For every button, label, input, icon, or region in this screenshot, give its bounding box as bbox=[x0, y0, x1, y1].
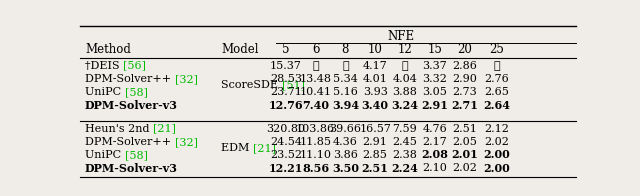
Text: [32]: [32] bbox=[175, 74, 198, 84]
Text: 103.86: 103.86 bbox=[296, 123, 335, 133]
Text: 15: 15 bbox=[428, 44, 442, 56]
Text: 13.48: 13.48 bbox=[300, 74, 332, 84]
Text: 6: 6 bbox=[312, 44, 319, 56]
Text: 2.51: 2.51 bbox=[452, 123, 477, 133]
Text: 2.91: 2.91 bbox=[421, 100, 448, 111]
Text: [58]: [58] bbox=[125, 150, 148, 160]
Text: 3.88: 3.88 bbox=[392, 87, 417, 97]
Text: DPM-Solver++: DPM-Solver++ bbox=[85, 74, 175, 84]
Text: 2.90: 2.90 bbox=[452, 74, 477, 84]
Text: 2.12: 2.12 bbox=[484, 123, 509, 133]
Text: 8: 8 bbox=[342, 44, 349, 56]
Text: Model: Model bbox=[221, 44, 259, 56]
Text: 4.01: 4.01 bbox=[363, 74, 388, 84]
Text: 23.71: 23.71 bbox=[270, 87, 302, 97]
Text: 7.40: 7.40 bbox=[302, 100, 329, 111]
Text: 4.36: 4.36 bbox=[333, 137, 358, 147]
Text: 2.71: 2.71 bbox=[451, 100, 478, 111]
Text: 5: 5 bbox=[282, 44, 289, 56]
Text: 28.53: 28.53 bbox=[270, 74, 302, 84]
Text: 2.24: 2.24 bbox=[392, 163, 419, 174]
Text: 3.32: 3.32 bbox=[422, 74, 447, 84]
Text: 2.02: 2.02 bbox=[484, 137, 509, 147]
Text: 3.40: 3.40 bbox=[362, 100, 388, 111]
Text: 12.76: 12.76 bbox=[269, 100, 303, 111]
Text: 3.94: 3.94 bbox=[332, 100, 359, 111]
Text: ∖: ∖ bbox=[401, 61, 408, 71]
Text: 39.66: 39.66 bbox=[330, 123, 362, 133]
Text: 2.64: 2.64 bbox=[483, 100, 510, 111]
Text: 4.04: 4.04 bbox=[392, 74, 417, 84]
Text: 2.51: 2.51 bbox=[362, 163, 388, 174]
Text: 24.54: 24.54 bbox=[270, 137, 302, 147]
Text: 3.86: 3.86 bbox=[333, 150, 358, 160]
Text: Heun's 2nd: Heun's 2nd bbox=[85, 123, 153, 133]
Text: 23.52: 23.52 bbox=[270, 150, 302, 160]
Text: [32]: [32] bbox=[175, 137, 198, 147]
Text: Method: Method bbox=[85, 44, 131, 56]
Text: 10: 10 bbox=[368, 44, 383, 56]
Text: 7.59: 7.59 bbox=[392, 123, 417, 133]
Text: 2.01: 2.01 bbox=[451, 149, 478, 161]
Text: UniPC: UniPC bbox=[85, 87, 125, 97]
Text: 5.34: 5.34 bbox=[333, 74, 358, 84]
Text: UniPC: UniPC bbox=[85, 150, 125, 160]
Text: 10.41: 10.41 bbox=[300, 87, 332, 97]
Text: [21]: [21] bbox=[153, 123, 176, 133]
Text: ∖: ∖ bbox=[312, 61, 319, 71]
Text: 12.21: 12.21 bbox=[269, 163, 303, 174]
Text: 2.65: 2.65 bbox=[484, 87, 509, 97]
Text: EDM: EDM bbox=[221, 143, 253, 153]
Text: 2.08: 2.08 bbox=[421, 149, 448, 161]
Text: 2.05: 2.05 bbox=[452, 137, 477, 147]
Text: 16.57: 16.57 bbox=[359, 123, 391, 133]
Text: DPM-Solver-v3: DPM-Solver-v3 bbox=[85, 100, 178, 111]
Text: 2.73: 2.73 bbox=[452, 87, 477, 97]
Text: 320.80: 320.80 bbox=[266, 123, 305, 133]
Text: 2.85: 2.85 bbox=[363, 150, 388, 160]
Text: ∖: ∖ bbox=[342, 61, 349, 71]
Text: 2.17: 2.17 bbox=[422, 137, 447, 147]
Text: 4.17: 4.17 bbox=[363, 61, 387, 71]
Text: DPM-Solver-v3: DPM-Solver-v3 bbox=[85, 163, 178, 174]
Text: DPM-Solver++: DPM-Solver++ bbox=[85, 137, 175, 147]
Text: 3.24: 3.24 bbox=[392, 100, 419, 111]
Text: ∖: ∖ bbox=[493, 61, 500, 71]
Text: 11.10: 11.10 bbox=[300, 150, 332, 160]
Text: 2.38: 2.38 bbox=[392, 150, 417, 160]
Text: 2.91: 2.91 bbox=[363, 137, 388, 147]
Text: 2.86: 2.86 bbox=[452, 61, 477, 71]
Text: 3.50: 3.50 bbox=[332, 163, 359, 174]
Text: [21]: [21] bbox=[253, 143, 276, 153]
Text: 3.93: 3.93 bbox=[363, 87, 388, 97]
Text: 2.10: 2.10 bbox=[422, 163, 447, 173]
Text: 3.37: 3.37 bbox=[422, 61, 447, 71]
Text: NFE: NFE bbox=[388, 30, 415, 43]
Text: 8.56: 8.56 bbox=[302, 163, 329, 174]
Text: 2.00: 2.00 bbox=[483, 149, 510, 161]
Text: 20: 20 bbox=[457, 44, 472, 56]
Text: [58]: [58] bbox=[125, 87, 148, 97]
Text: 2.45: 2.45 bbox=[392, 137, 417, 147]
Text: ScoreSDE: ScoreSDE bbox=[221, 81, 282, 91]
Text: 2.00: 2.00 bbox=[483, 163, 510, 174]
Text: 4.76: 4.76 bbox=[422, 123, 447, 133]
Text: 2.02: 2.02 bbox=[452, 163, 477, 173]
Text: [51]: [51] bbox=[282, 81, 305, 91]
Text: 5.16: 5.16 bbox=[333, 87, 358, 97]
Text: 3.05: 3.05 bbox=[422, 87, 447, 97]
Text: [56]: [56] bbox=[123, 61, 146, 71]
Text: 15.37: 15.37 bbox=[270, 61, 302, 71]
Text: 25: 25 bbox=[489, 44, 504, 56]
Text: 12: 12 bbox=[397, 44, 412, 56]
Text: †DEIS: †DEIS bbox=[85, 61, 123, 71]
Text: 11.85: 11.85 bbox=[300, 137, 332, 147]
Text: 2.76: 2.76 bbox=[484, 74, 509, 84]
